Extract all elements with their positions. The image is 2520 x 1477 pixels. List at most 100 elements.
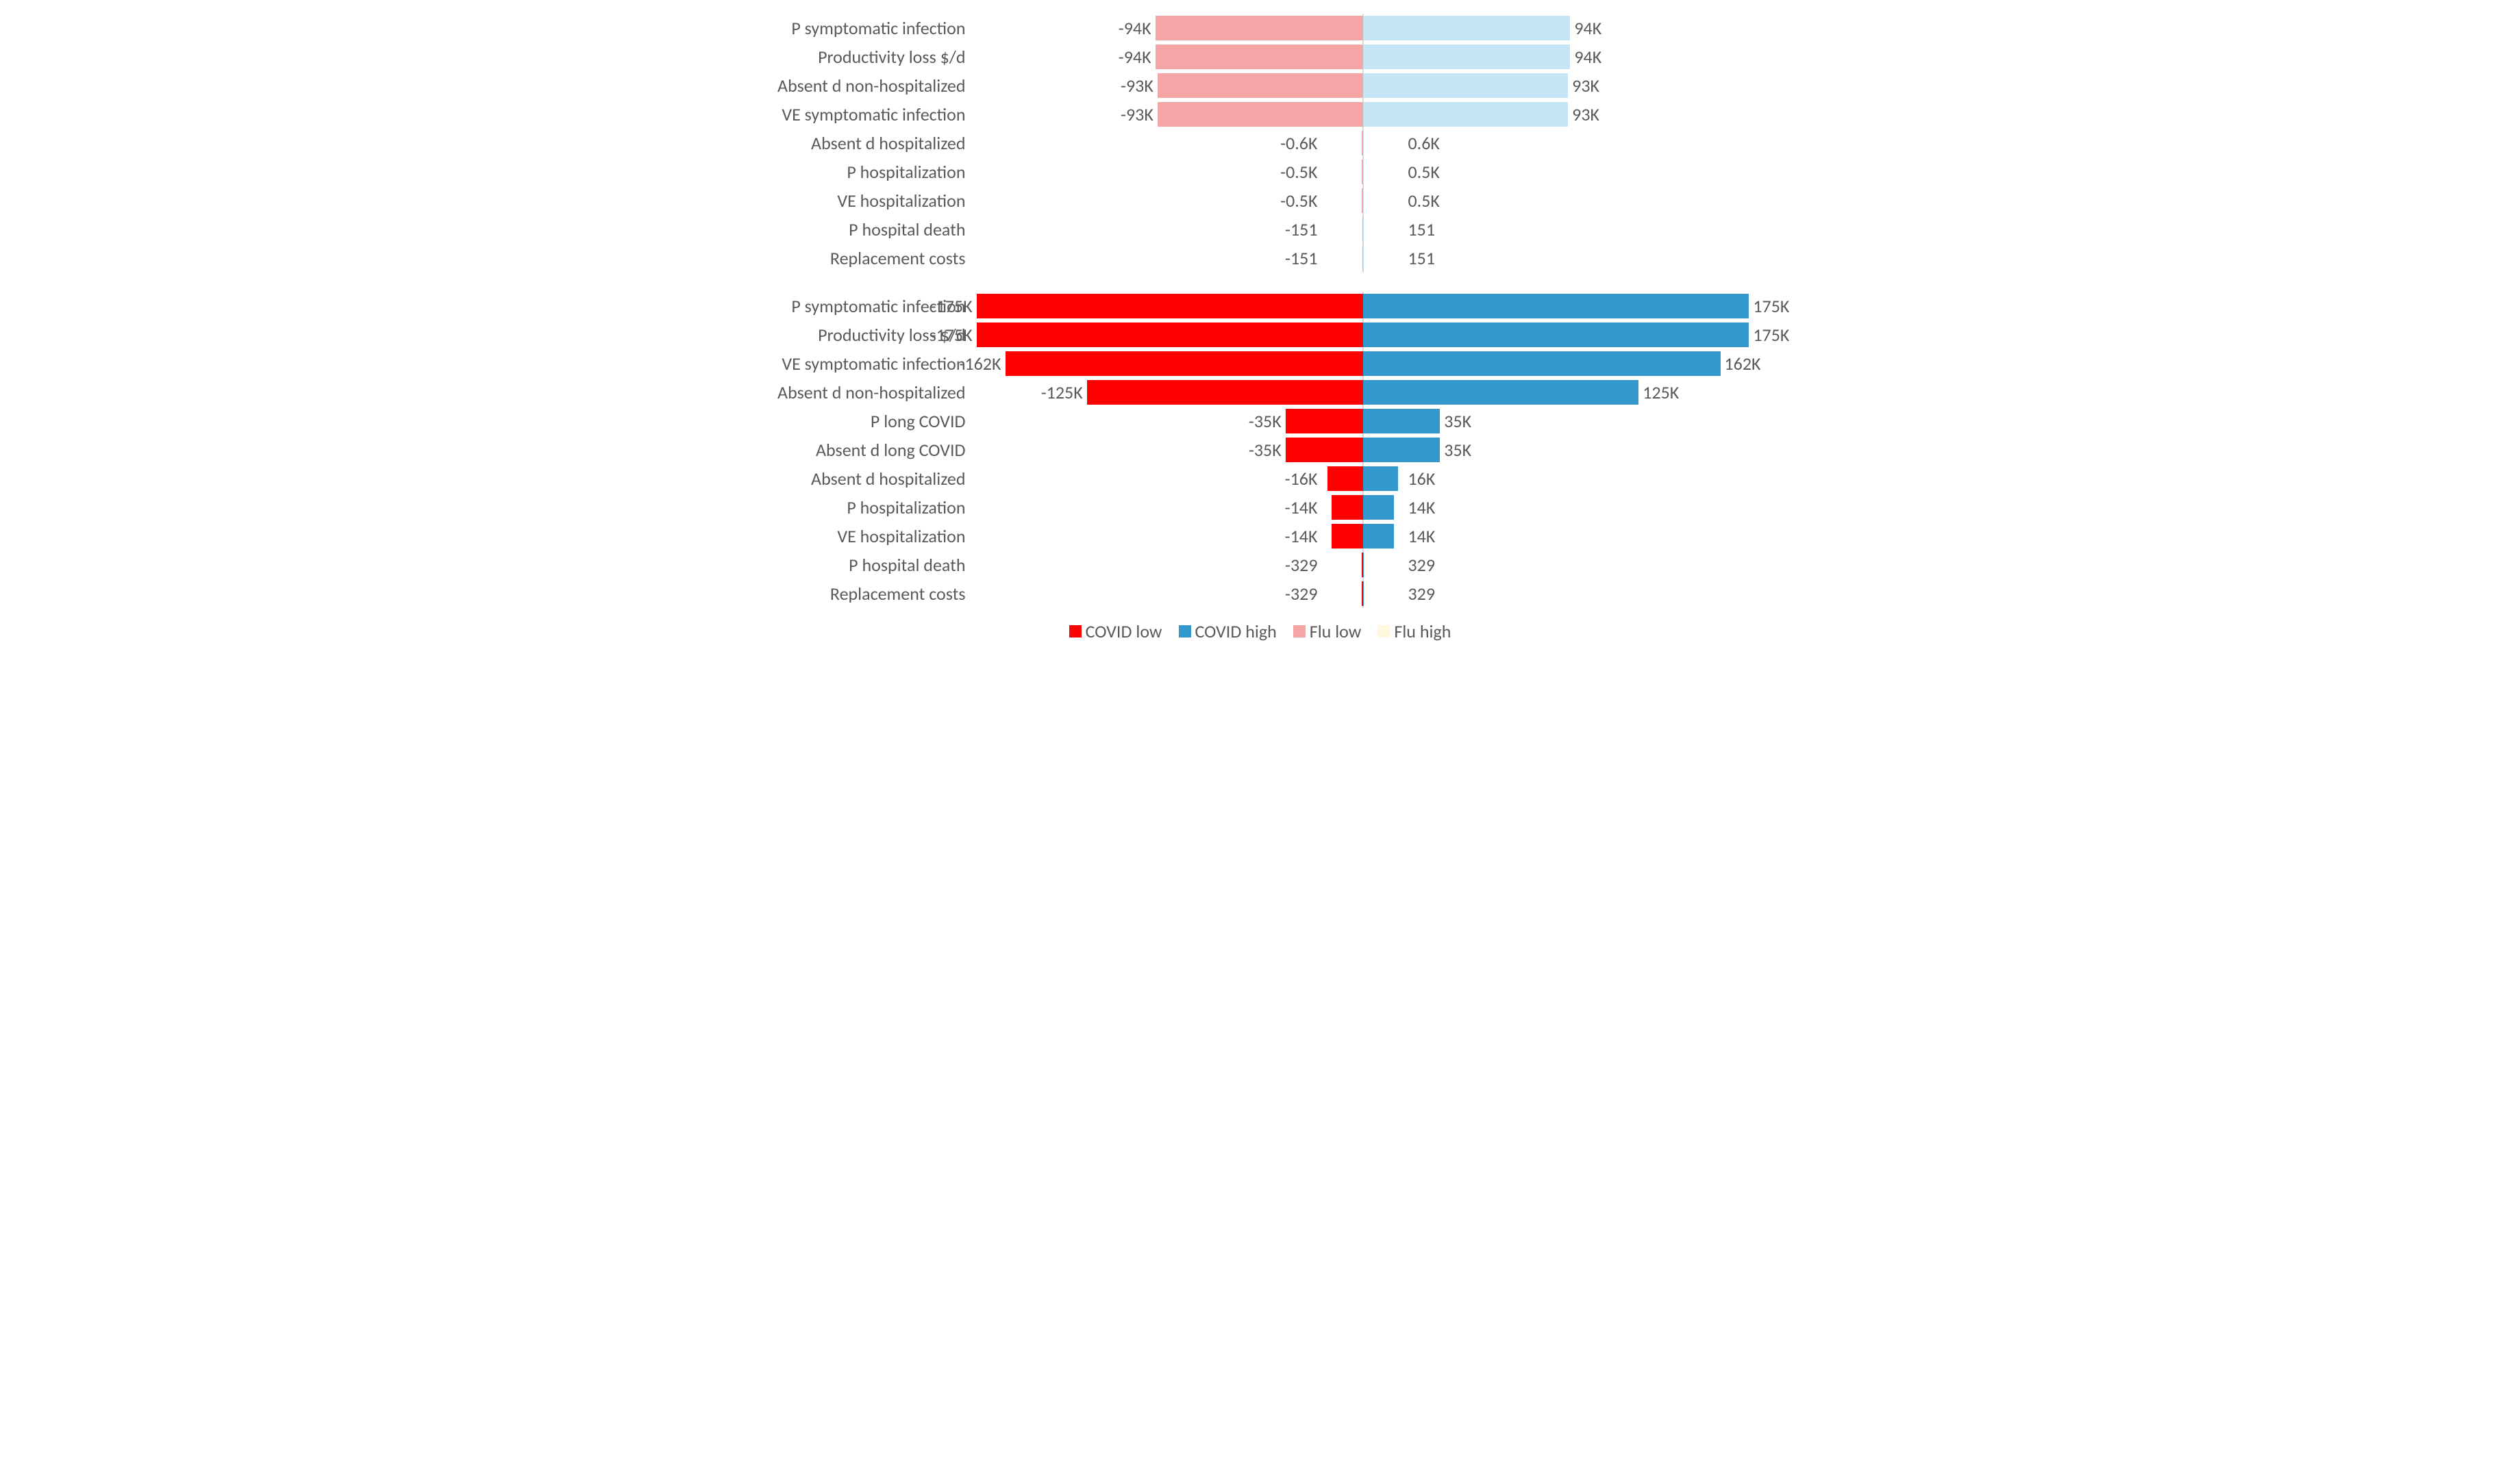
value-high: 35K [1444,439,1471,461]
chart-row: VE hospitalization-0.5K0.5K [760,186,1760,215]
value-high: 14K [1408,525,1436,547]
plot-area: -93K 93K [966,100,1760,129]
chart-row: Absent d non-hospitalized-125K125K [760,378,1760,407]
value-low: -35K [1249,439,1282,461]
chart-row: P hospitalization-14K14K [760,493,1760,522]
plot-area: -94K 94K [966,42,1760,71]
value-high: 329 [1408,583,1436,605]
value-low: -35K [1249,410,1282,432]
chart-row: Absent d hospitalized-0.6K0.6K [760,129,1760,157]
value-high: 0.6K [1408,132,1440,154]
category-label: P long COVID [760,410,966,432]
category-label: VE hospitalization [760,190,966,212]
category-label: VE symptomatic infection [760,353,966,375]
category-label: VE symptomatic infection [760,103,966,125]
bar-high [1363,438,1440,462]
value-high: 175K [1753,324,1789,346]
legend-label: COVID high [1195,620,1277,642]
legend: COVID lowCOVID highFlu lowFlu high [760,620,1760,642]
bar-low [1327,466,1363,491]
panel-covid: P symptomatic infection-175K175KProducti… [760,292,1760,608]
plot-area: -0.6K0.6K [966,129,1760,157]
bar-low [1332,495,1362,520]
legend-swatch [1293,625,1306,637]
bar-high [1363,495,1394,520]
category-label: Productivity loss $/d [760,46,966,68]
bar-high [1363,131,1364,155]
category-label: P symptomatic infection [760,17,966,39]
value-high: 93K [1572,75,1599,97]
category-label: P hospital death [760,554,966,576]
bar-low [977,294,1363,318]
plot-area: -175K175K [966,292,1760,320]
chart-row: P hospital death-151151 [760,215,1760,244]
bar-high [1363,102,1569,127]
value-low: -94K [1119,46,1151,68]
chart-row: P hospitalization -0.5K 0.5K [760,157,1760,186]
value-high: 93K [1572,103,1599,125]
panel-spacer [760,273,1760,292]
plot-area: -14K14K [966,522,1760,551]
plot-area: -94K 94K [966,14,1760,42]
value-low: -93K [1121,103,1153,125]
chart-row: P hospital death-329329 [760,551,1760,579]
value-low: -175K [931,324,973,346]
plot-area: -0.5K0.5K [966,186,1760,215]
category-label: Absent d hospitalized [760,468,966,490]
category-label: Absent d non-hospitalized [760,75,966,97]
category-label: Absent d hospitalized [760,132,966,154]
category-label: VE hospitalization [760,525,966,547]
chart-row: Replacement costs-329329 [760,579,1760,608]
value-low: -151 [1285,218,1318,240]
value-low: -14K [1285,496,1318,518]
bar-high [1363,553,1364,577]
bar-low [1158,73,1363,98]
bar-high [1363,294,1749,318]
legend-item: COVID low [1069,620,1162,642]
bar-high [1363,323,1749,347]
chart-row: P long COVID -35K 35K [760,407,1760,435]
category-label: P hospitalization [760,161,966,183]
plot-area: -14K14K [966,493,1760,522]
value-low: -0.5K [1280,161,1317,183]
value-high: 125K [1643,381,1679,403]
plot-area: -93K93K [966,71,1760,100]
value-high: 94K [1574,46,1601,68]
chart-row: Productivity loss $/d-175K175K [760,320,1760,349]
legend-swatch [1377,625,1390,637]
value-low: -175K [931,295,973,317]
category-label: Replacement costs [760,247,966,269]
bar-low [977,323,1363,347]
legend-swatch [1179,625,1191,637]
chart-row: VE hospitalization-14K14K [760,522,1760,551]
bar-low [1156,16,1363,40]
chart-row: Productivity loss $/d -94K 94K [760,42,1760,71]
value-high: 16K [1408,468,1436,490]
bar-high [1363,380,1639,405]
value-low: -125K [1041,381,1083,403]
value-high: 35K [1444,410,1471,432]
legend-item: Flu low [1293,620,1362,642]
plot-area: -35K 35K [966,435,1760,464]
category-label: P hospitalization [760,496,966,518]
panel-flu: P symptomatic infection-94K94KProductivi… [760,14,1760,273]
legend-label: Flu low [1310,620,1362,642]
plot-area: -35K 35K [966,407,1760,435]
value-high: 0.5K [1408,161,1440,183]
plot-area: -151151 [966,215,1760,244]
value-high: 94K [1574,17,1601,39]
value-low: -94K [1119,17,1151,39]
bar-low [1158,102,1363,127]
plot-area: -162K162K [966,349,1760,378]
tornado-chart: P symptomatic infection-94K94KProductivi… [760,14,1760,642]
plot-area: -175K175K [966,320,1760,349]
plot-area: -125K 125K [966,378,1760,407]
plot-area: -151151 [966,244,1760,273]
category-label: Replacement costs [760,583,966,605]
value-high: 175K [1753,295,1789,317]
chart-row: VE symptomatic infection -93K 93K [760,100,1760,129]
plot-area: -329329 [966,579,1760,608]
plot-area: -16K16K [966,464,1760,493]
chart-row: Absent d long COVID-35K35K [760,435,1760,464]
value-high: 151 [1408,247,1436,269]
